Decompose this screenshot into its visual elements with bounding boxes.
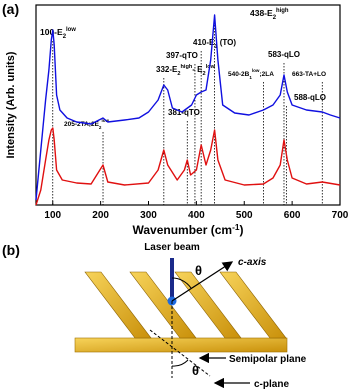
x-axis-label: Wavenumber (cm-1) (132, 222, 243, 237)
nanorod (129, 271, 197, 339)
series-line (35, 127, 341, 206)
substrate (74, 337, 288, 353)
label: θ (192, 363, 199, 378)
text-part: 410-E (193, 38, 215, 47)
text-part: 663-TA+LO (292, 71, 326, 78)
text-part: (TO) (217, 38, 236, 47)
x-tick-label: 400 (188, 210, 205, 221)
label: Laser beam (144, 242, 200, 253)
angle-arc (171, 277, 192, 289)
annotation: 438-E2high (250, 8, 289, 21)
text-part: 381-qTO (168, 108, 200, 117)
x-tick-label: 200 (92, 210, 109, 221)
panel-label: (b) (2, 242, 20, 258)
text-part: ) (240, 223, 244, 237)
x-tick-label: 700 (332, 210, 349, 221)
nanorod (219, 271, 287, 339)
annotation: 381-qTO (168, 108, 200, 117)
x-tick-label: 600 (284, 210, 301, 221)
x-tick-label: 300 (140, 210, 157, 221)
text-part: -1 (232, 222, 240, 232)
text-part: low (252, 68, 260, 73)
text-part: 397-qTO (166, 51, 198, 60)
annotation: 332-E2high- E2low (156, 64, 216, 77)
x-tick-label: 100 (44, 210, 61, 221)
series-line (35, 14, 341, 201)
annotation: 410-E1 (TO) (193, 38, 236, 50)
text-part: 1 (214, 44, 217, 50)
annotation: 663-TA+LO (292, 71, 326, 78)
annotation: 588-qLO (294, 93, 326, 102)
y-axis-label: Intensity (Arb. units) (5, 51, 17, 158)
label: c-plane (254, 379, 289, 390)
text-part: 2 (63, 34, 67, 40)
annotation: 540-2B1low;2LA (228, 68, 274, 80)
text-part: 2 (99, 125, 102, 130)
text-part: 588-qLO (294, 93, 326, 102)
x-tick-label: 500 (236, 210, 253, 221)
text-part: 205-2TA;2E (64, 121, 100, 128)
text-part: 2 (273, 15, 277, 21)
annotation: 397-qTO (166, 51, 198, 60)
guide-line (149, 329, 211, 377)
text-part: ;2LA (259, 71, 274, 78)
c-axis-arrow (171, 261, 234, 302)
text-part: low (206, 64, 216, 70)
text-part: Wavenumber (cm (132, 223, 232, 237)
text-part: 100-E (40, 27, 63, 37)
label: c-axis (238, 257, 267, 268)
plot: 100 200 300 400 500 600 700 Wavenumber (cm-1) In… (5, 4, 349, 237)
annotation: 583-qLO (268, 50, 300, 59)
plot-frame (35, 4, 341, 206)
angle-arc (171, 359, 189, 367)
diagram: Laser beam θ c-axis Semipolar plane θ c-… (74, 242, 307, 390)
annotation: 100-E2low (40, 27, 76, 40)
text-part: high (180, 64, 192, 70)
label: θ (195, 263, 202, 278)
text-part: 1 (249, 75, 252, 80)
text-part: - E (192, 65, 203, 74)
label: Semipolar plane (229, 354, 307, 365)
text-part: 583-qLO (268, 50, 300, 59)
text-part: 332-E (156, 65, 178, 74)
panel-label: (a) (2, 1, 19, 17)
text-part: high (276, 8, 289, 14)
text-part: low (66, 27, 76, 33)
text-part: 438-E (250, 8, 273, 18)
text-part: 540-2B (228, 71, 250, 78)
nanorod (84, 271, 152, 339)
text-part: 2 (177, 71, 180, 77)
text-part: 2 (203, 71, 206, 77)
